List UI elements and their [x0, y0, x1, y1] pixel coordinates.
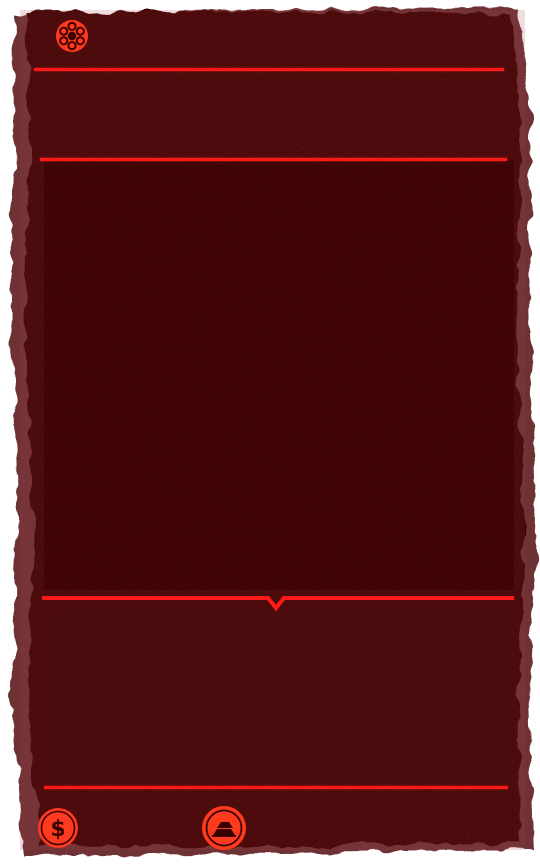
gold-bars-icon[interactable]: [200, 804, 248, 852]
header-divider-line: [40, 158, 507, 161]
top-divider-line: [34, 68, 504, 71]
dollar-coin-icon[interactable]: $: [36, 806, 80, 850]
svg-text:$: $: [50, 817, 65, 842]
notched-divider-line: [42, 596, 514, 612]
revolver-cylinder-icon[interactable]: [54, 18, 90, 54]
bottom-divider-line: [44, 786, 508, 789]
